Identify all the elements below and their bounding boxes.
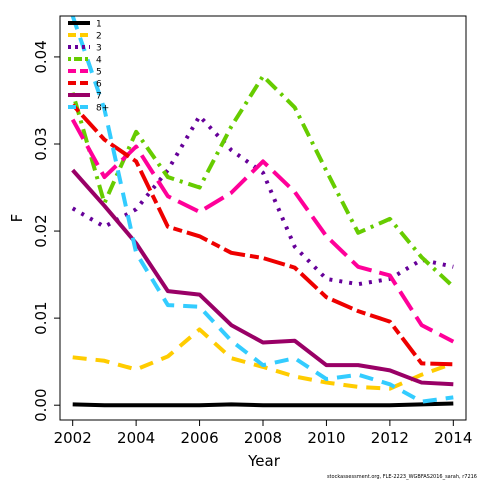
x-tick-label: 2006 <box>180 429 218 447</box>
y-tick-label: 0.00 <box>32 388 50 421</box>
y-tick-label: 0.04 <box>32 40 50 73</box>
legend-label: 2 <box>96 32 102 42</box>
legend-label: 3 <box>96 44 102 54</box>
y-tick-label: 0.03 <box>32 127 50 160</box>
x-tick-label: 2008 <box>244 429 282 447</box>
series-line-7 <box>71 168 454 387</box>
y-tick-label: 0.01 <box>32 301 50 334</box>
legend-label: 8+ <box>96 104 109 114</box>
series-line-4 <box>70 74 455 289</box>
series-line-3 <box>71 114 454 287</box>
legend-label: 4 <box>96 56 102 66</box>
series-line-8plus <box>70 16 454 404</box>
y-axis-label: F <box>8 214 26 223</box>
x-tick-label: 2010 <box>307 429 345 447</box>
series-layer <box>70 16 455 408</box>
legend-label: 6 <box>96 80 102 90</box>
y-tick-label: 0.02 <box>32 214 50 247</box>
series-line-6 <box>71 103 454 367</box>
plot-frame <box>59 15 467 421</box>
legend-label: 1 <box>96 20 102 30</box>
legend-label: 5 <box>96 68 102 78</box>
legend-label: 7 <box>96 92 102 102</box>
series-line-1 <box>72 401 454 408</box>
x-axis-label: Year <box>247 452 281 470</box>
x-tick-label: 2004 <box>117 429 155 447</box>
footnote: stockassessment.org, FLE-2223_WGBFAS2016… <box>327 474 477 480</box>
axis-layer: 2002 2004 2006 2008 2010 2012 2014 0.00 0.01 0.02… <box>32 15 472 447</box>
series-line-5 <box>70 118 455 344</box>
x-tick-label: 2014 <box>434 429 472 447</box>
x-tick-label: 2012 <box>371 429 409 447</box>
x-tick-label: 2002 <box>54 429 92 447</box>
legend: 1 2 3 4 5 6 7 8+ <box>68 20 109 114</box>
series-line-2 <box>72 327 454 391</box>
